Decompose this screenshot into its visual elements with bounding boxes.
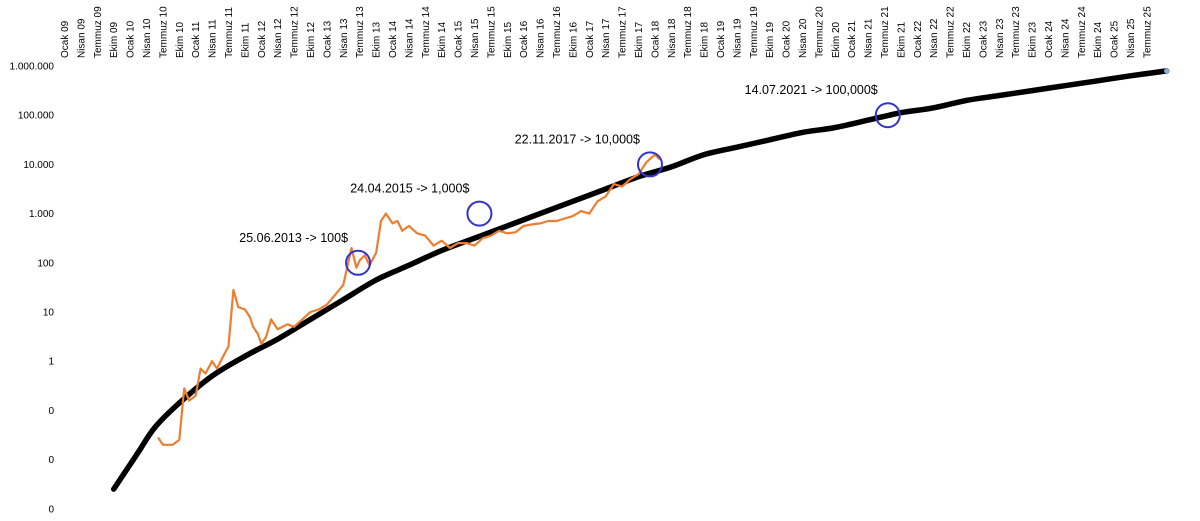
x-tick-label: Temmuz 24 (1077, 6, 1088, 58)
trend-line-end-point (1164, 68, 1170, 74)
x-tick-label: Ekim 09 (109, 21, 120, 58)
x-tick-label: Nisan 20 (798, 18, 809, 58)
x-tick-label: Ocak 16 (519, 20, 530, 58)
x-tick-label: Nisan 24 (1060, 18, 1071, 58)
x-tick-label: Ocak 13 (322, 20, 333, 58)
x-tick-label: Ekim 16 (568, 21, 579, 58)
x-tick-label: Temmuz 10 (158, 6, 169, 58)
trend-line (110, 68, 1170, 492)
milestone-label: 24.04.2015 -> 1,000$ (350, 182, 469, 196)
x-tick-label: Ekim 12 (306, 21, 317, 58)
x-tick-label: Nisan 23 (995, 18, 1006, 58)
x-tick-label: Nisan 12 (273, 18, 284, 58)
x-tick-label: Nisan 19 (732, 18, 743, 58)
x-tick-label: Temmuz 21 (880, 6, 891, 58)
x-tick-label: Temmuz 12 (290, 6, 301, 58)
x-tick-label: Ocak 15 (454, 20, 465, 58)
x-tick-label: Ocak 20 (782, 20, 793, 58)
x-tick-label: Ekim 13 (372, 21, 383, 58)
x-tick-label: Ocak 18 (650, 20, 661, 58)
x-tick-label: Nisan 22 (929, 18, 940, 58)
x-tick-label: Ekim 22 (962, 21, 973, 58)
x-tick-label: Ekim 14 (437, 21, 448, 58)
milestone-circle (874, 102, 901, 129)
x-tick-label: Ocak 17 (585, 20, 596, 58)
x-tick-label: Nisan 09 (76, 18, 87, 58)
x-tick-label: Ekim 21 (896, 21, 907, 58)
x-tick-label: Temmuz 19 (749, 6, 760, 58)
x-tick-label: Ekim 19 (765, 21, 776, 58)
x-tick-label: Ekim 17 (634, 21, 645, 58)
y-tick-label: 10 (43, 308, 55, 319)
x-tick-label: Nisan 25 (1126, 18, 1137, 58)
milestone-label: 25.06.2013 -> 100$ (239, 231, 348, 245)
x-tick-label: Nisan 14 (404, 18, 415, 58)
x-tick-label: Ocak 22 (913, 20, 924, 58)
y-tick-label: 100 (37, 258, 54, 269)
x-tick-label: Nisan 11 (208, 19, 219, 58)
milestone-label: 22.11.2017 -> 10,000$ (515, 132, 640, 146)
x-tick-label: Ocak 09 (60, 20, 71, 58)
y-tick-label: 0 (48, 504, 54, 515)
y-tick-label: 1.000.000 (10, 62, 55, 73)
x-tick-label: Ocak 12 (257, 20, 268, 58)
x-tick-label: Temmuz 16 (552, 6, 563, 58)
milestone-label: 14.07.2021 -> 100,000$ (745, 83, 878, 97)
x-tick-label: Nisan 18 (667, 18, 678, 58)
x-axis-ticks: Ocak 09 Nisan 09 Temmuz 09 Ekim 09 Ocak 10 Ni… (60, 6, 1153, 58)
x-tick-label: Ocak 19 (716, 20, 727, 58)
x-tick-label: Temmuz 22 (946, 6, 957, 58)
x-tick-label: Ocak 24 (1044, 20, 1055, 58)
x-tick-label: Nisan 16 (536, 18, 547, 58)
x-tick-label: Nisan 13 (339, 18, 350, 58)
x-tick-label: Nisan 10 (142, 18, 153, 58)
y-tick-label: 10.000 (23, 160, 54, 171)
x-tick-label: Ekim 11 (240, 22, 251, 58)
y-tick-label: 100.000 (18, 111, 55, 122)
x-tick-label: Temmuz 18 (683, 6, 694, 58)
x-tick-label: Ekim 15 (503, 21, 514, 58)
x-tick-label: Ocak 11 (191, 21, 202, 58)
y-tick-label: 0 (48, 455, 54, 466)
x-tick-label: Temmuz 20 (814, 6, 825, 58)
milestone-circle (345, 249, 372, 276)
x-tick-label: Nisan 15 (470, 18, 481, 58)
y-tick-label: 0 (48, 406, 54, 417)
x-tick-label: Ocak 10 (126, 20, 137, 58)
x-tick-label: Temmuz 13 (355, 6, 366, 58)
series-layer (110, 68, 1170, 492)
y-tick-label: 1 (48, 357, 54, 368)
milestone-circle (636, 151, 663, 178)
x-tick-label: Temmuz 11 (224, 7, 235, 58)
x-tick-label: Ekim 20 (831, 21, 842, 58)
y-tick-label: 1.000 (29, 209, 54, 220)
x-tick-label: Temmuz 17 (618, 6, 629, 58)
x-tick-label: Ekim 24 (1093, 21, 1104, 58)
x-tick-label: Temmuz 15 (486, 6, 497, 58)
x-tick-label: Ocak 23 (978, 20, 989, 58)
milestone-circle (466, 200, 493, 227)
x-tick-label: Ekim 18 (700, 21, 711, 58)
x-tick-label: Temmuz 25 (1142, 6, 1153, 58)
x-tick-label: Ocak 25 (1110, 20, 1121, 58)
x-tick-label: Temmuz 23 (1011, 6, 1022, 58)
x-tick-label: Ekim 23 (1028, 21, 1039, 58)
x-tick-label: Ocak 21 (847, 20, 858, 58)
milestone-layer: 25.06.2013 -> 100$ 24.04.2015 -> 1,000$ 22… (239, 83, 901, 276)
x-tick-label: Nisan 21 (864, 18, 875, 58)
x-tick-label: Temmuz 14 (421, 6, 432, 58)
x-tick-label: Temmuz 09 (93, 6, 104, 58)
x-tick-label: Ocak 14 (388, 20, 399, 58)
x-tick-label: Ekim 10 (175, 21, 186, 58)
x-tick-label: Nisan 17 (601, 18, 612, 58)
